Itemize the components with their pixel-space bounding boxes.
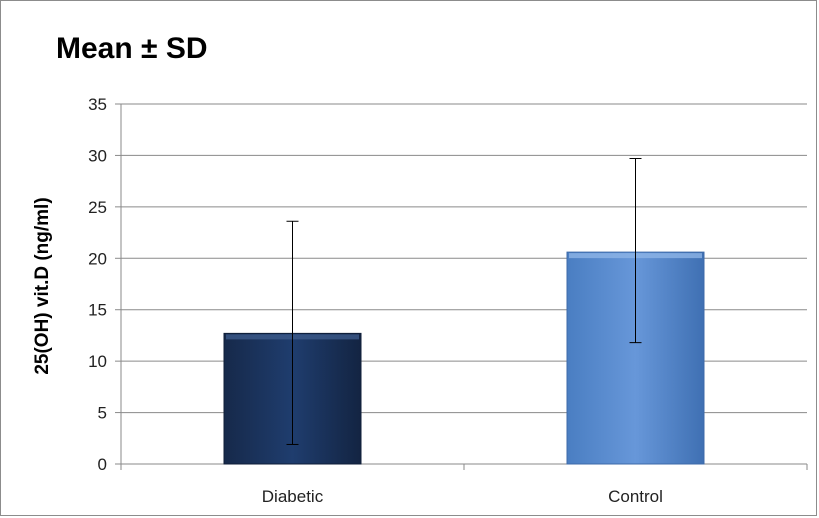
y-tick-label: 10 xyxy=(88,352,107,371)
y-tick-label: 20 xyxy=(88,249,107,268)
y-tick-label: 25 xyxy=(88,198,107,217)
y-tick-labels: 0 5 10 15 20 25 30 35 xyxy=(88,95,107,474)
chart-title: Mean ± SD xyxy=(56,32,208,65)
x-tick-label: Control xyxy=(608,487,663,506)
y-tick-label: 5 xyxy=(98,404,107,423)
y-tick-label: 35 xyxy=(88,95,107,114)
x-tick-labels: Diabetic Control xyxy=(262,487,663,506)
y-tick-label: 30 xyxy=(88,146,107,165)
x-tick-label: Diabetic xyxy=(262,487,324,506)
y-tick-label: 15 xyxy=(88,301,107,320)
y-axis-label: 25(OH) vit.D (ng/ml) xyxy=(32,197,53,374)
bars xyxy=(224,252,704,464)
y-tick-label: 0 xyxy=(98,455,107,474)
